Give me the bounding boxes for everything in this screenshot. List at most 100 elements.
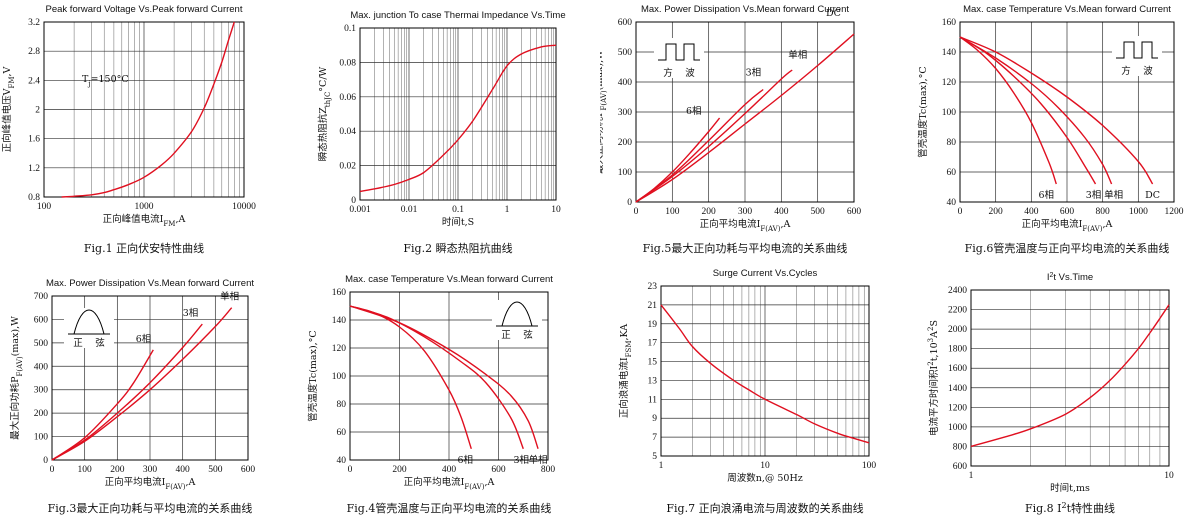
series-line-2 (635, 69, 793, 203)
plot-frame (359, 27, 557, 201)
grid-lines (960, 22, 1174, 202)
series-line-3 (959, 36, 1154, 185)
x-tick-label: 0 (634, 207, 639, 217)
y-tick-label: 2000 (948, 325, 967, 335)
y-axis-label: 管壳温度Tc(max),°C (307, 330, 319, 421)
x-tick-label: 10 (1164, 471, 1174, 481)
waveform-label-left: 方 (1121, 65, 1131, 77)
fig8-panel: I2t Vs.Time 1 10 600 800 1000 1200 1400 1600 1800… (900, 260, 1200, 520)
y-tick-label: 0.08 (339, 58, 356, 68)
y-tick-label: 0.04 (339, 127, 356, 137)
series-line-3 (635, 33, 855, 203)
y-tick-label: 17 (648, 339, 658, 349)
fig5-chart: Max. Power Dissipation Vs.Mean forward C… (600, 4, 861, 255)
x-tick-label: 1200 (1165, 207, 1184, 217)
series-label: 6相 (1039, 189, 1055, 201)
x-tick-label: 10000 (232, 202, 256, 212)
waveform-label-right: 弦 (523, 329, 533, 341)
x-tick-label: 200 (989, 207, 1004, 217)
fig7-chart: Surge Current Vs.Cycles 1 10 100 5 7 9 11 13 15 17… (618, 268, 876, 515)
y-axis-label: 瞬态热阻抗ZthJC°C/W (317, 66, 332, 161)
junction-temperature-annotation: Tj=150°C (82, 74, 129, 88)
figure-caption: Fig.6管壳温度与正向平均电流的关系曲线 (965, 241, 1170, 255)
y-tick-label: 11 (648, 395, 657, 405)
y-tick-label: 300 (618, 108, 633, 118)
x-axis-label: 正向平均电流IF(AV),A (1022, 218, 1113, 233)
y-tick-label: 23 (648, 282, 658, 292)
y-tick-label: 2.4 (28, 76, 40, 86)
waveform-label-left: 方 (663, 67, 673, 79)
y-axis-label: 最大正向功耗PF(AV)(max),W (600, 50, 608, 174)
series-label: 6相 (458, 454, 474, 466)
figure-caption: Fig.4管壳温度与正向平均电流的关系曲线 (347, 501, 552, 515)
y-tick-label: 600 (34, 315, 49, 325)
x-tick-label: 100 (78, 465, 93, 475)
chart-title: Surge Current Vs.Cycles (713, 268, 818, 279)
series-line-1 (959, 36, 1097, 185)
y-axis-label: 正向峰值电压VFM,V (1, 66, 16, 152)
grid-lines (44, 22, 244, 197)
y-tick-label: 5 (652, 452, 657, 462)
fig6-chart: Max. case Temperature Vs.Mean forward Cu… (917, 4, 1184, 255)
plot-frame (970, 289, 1170, 467)
y-tick-label: 0.06 (339, 93, 356, 103)
series-label: 单相 (1104, 189, 1123, 201)
figure-caption: Fig.2 瞬态热阻抗曲线 (403, 241, 512, 255)
x-axis-label: 正向平均电流IF(AV),A (700, 218, 791, 233)
x-tick-label: 1000 (1129, 207, 1148, 217)
plot-frame (43, 21, 245, 198)
x-tick-label: 0 (958, 207, 963, 217)
y-tick-label: 2 (35, 106, 40, 116)
waveform-label-left: 正 (73, 338, 83, 349)
series-label: 6相 (686, 105, 702, 117)
y-tick-label: 2200 (948, 306, 967, 316)
y-tick-label: 140 (332, 316, 347, 326)
figure-caption: Fig.5最大正向功耗与平均电流的关系曲线 (643, 241, 848, 255)
y-tick-label: 120 (332, 344, 347, 354)
series-label: 6相 (136, 333, 152, 345)
waveform-label-right: 波 (1143, 65, 1153, 77)
series-label: DC (826, 8, 841, 19)
chart-title: I2t Vs.Time (1047, 272, 1093, 284)
y-tick-label: 80 (337, 400, 347, 410)
y-tick-label: 0 (351, 196, 356, 206)
fig3-chart: Max. Power Dissipation Vs.Mean forward C… (9, 278, 256, 515)
y-tick-label: 140 (942, 48, 957, 58)
series-line-1 (349, 305, 524, 450)
y-tick-label: 7 (652, 433, 657, 443)
y-tick-label: 800 (953, 442, 968, 452)
plot-frame (635, 21, 855, 203)
y-tick-label: 40 (947, 198, 957, 208)
x-tick-label: 300 (143, 465, 158, 475)
x-tick-label: 0 (50, 465, 55, 475)
x-tick-label: 0.001 (349, 205, 371, 215)
y-tick-label: 3.2 (28, 18, 40, 28)
chart-title: Max. case Temperature Vs.Mean forward Cu… (963, 4, 1171, 15)
y-tick-label: 13 (648, 376, 658, 386)
y-tick-label: 500 (34, 339, 49, 349)
x-tick-label: 1000 (135, 202, 154, 212)
y-tick-label: 1400 (948, 384, 967, 394)
y-tick-label: 400 (34, 362, 49, 372)
fig6-panel: Max. case Temperature Vs.Mean forward Cu… (900, 0, 1200, 260)
y-axis-label: 管壳温度Tc(max),°C (917, 66, 929, 157)
y-tick-label: 0 (627, 198, 632, 208)
fig2-chart: Max. junction To case Thermai Impedance … (317, 10, 566, 255)
series-line-1 (51, 323, 203, 461)
y-tick-label: 100 (34, 433, 49, 443)
series-line-2 (51, 307, 233, 461)
y-tick-label: 60 (947, 168, 957, 178)
fig2-panel: Max. junction To case Thermai Impedance … (300, 0, 600, 260)
y-tick-label: 2400 (948, 286, 967, 296)
grid-lines (971, 290, 1169, 466)
y-tick-label: 1.2 (28, 164, 40, 174)
y-tick-label: 200 (618, 138, 633, 148)
y-tick-label: 9 (652, 414, 657, 424)
plot-frame (349, 291, 549, 461)
x-tick-label: 400 (1024, 207, 1039, 217)
chart-title: Max. case Temperature Vs.Mean forward Cu… (345, 274, 553, 285)
fig8-chart: I2t Vs.Time 1 10 600 800 1000 1200 1400 1600 1800… (927, 272, 1174, 516)
x-tick-label: 400 (442, 465, 457, 475)
fig7-panel: Surge Current Vs.Cycles 1 10 100 5 7 9 11 13 15 17… (600, 260, 900, 520)
x-tick-label: 600 (241, 465, 256, 475)
